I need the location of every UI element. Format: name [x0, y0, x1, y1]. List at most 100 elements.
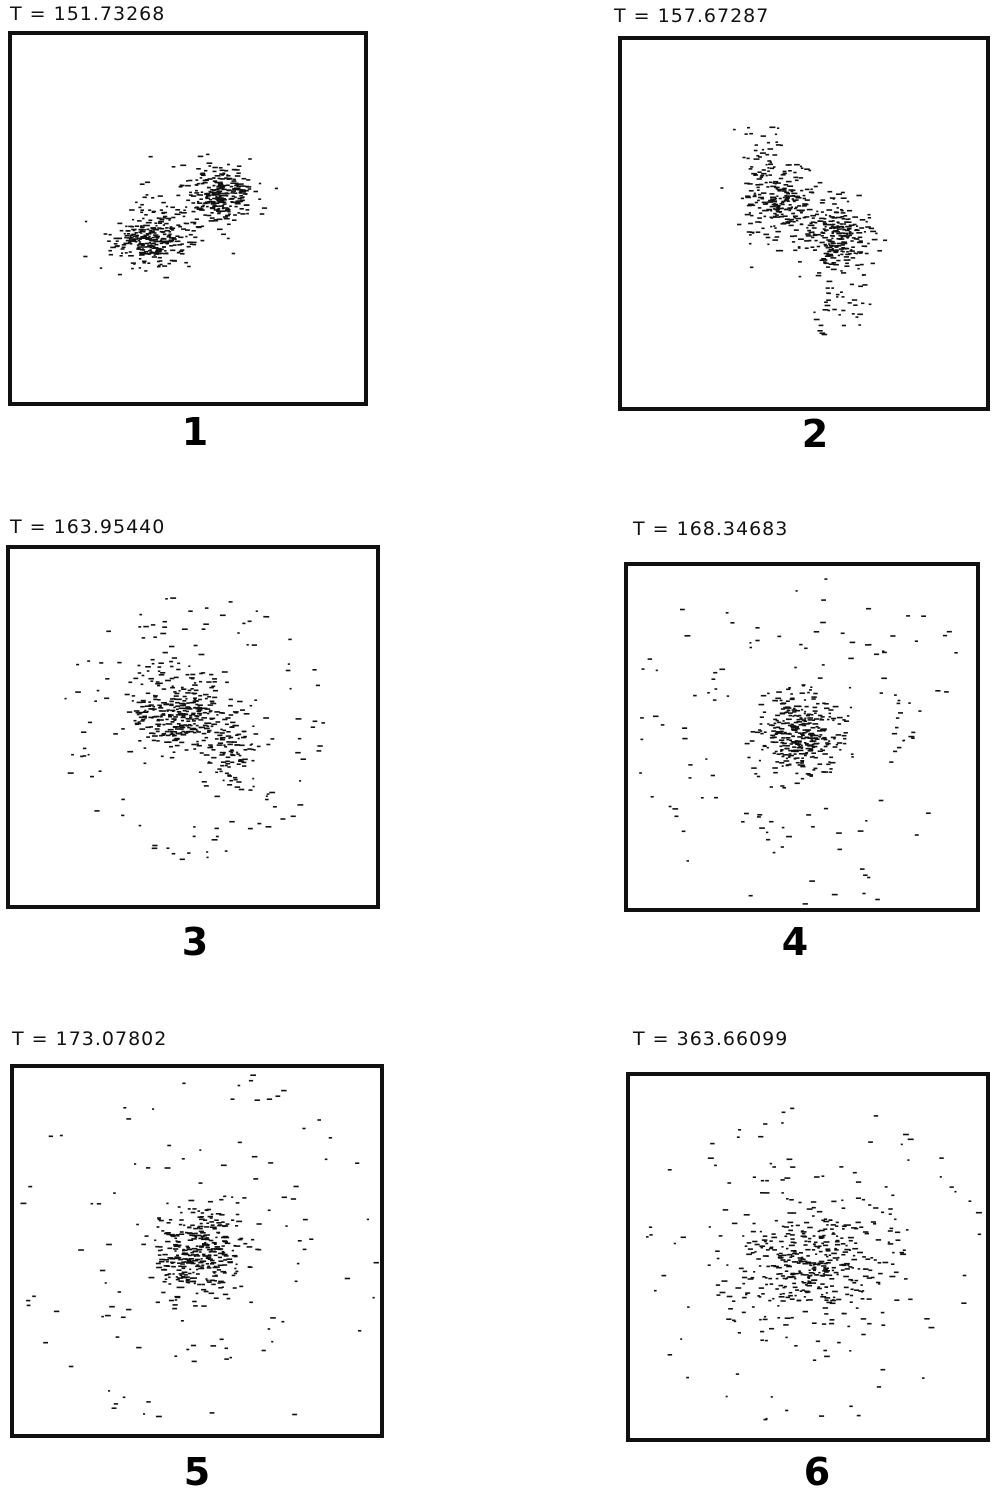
particle — [713, 672, 717, 674]
particle — [783, 173, 787, 175]
particle — [854, 230, 860, 232]
particle — [824, 244, 828, 246]
particle — [829, 713, 832, 715]
particle — [770, 226, 772, 228]
particle — [202, 733, 207, 735]
particle — [229, 601, 233, 603]
particle — [249, 789, 253, 791]
particle — [820, 242, 823, 244]
particle — [109, 1306, 115, 1308]
particle — [767, 693, 770, 695]
particle — [764, 731, 767, 733]
particle — [183, 210, 186, 212]
particle — [775, 214, 779, 216]
time-label: T = 151.73268 — [9, 3, 165, 25]
particle — [759, 704, 765, 706]
particle — [210, 212, 213, 214]
particle — [782, 787, 786, 789]
particle — [792, 241, 795, 243]
particle — [177, 711, 181, 713]
particle — [230, 198, 235, 200]
particle — [235, 206, 238, 208]
particle — [228, 744, 233, 746]
particle — [118, 274, 122, 276]
particle — [865, 820, 867, 822]
particle — [163, 1281, 167, 1283]
particle — [792, 198, 794, 200]
particle — [754, 150, 758, 152]
particle — [858, 830, 864, 832]
particle — [146, 693, 151, 695]
particle — [241, 737, 246, 739]
particle — [140, 212, 143, 214]
particle — [216, 1213, 222, 1215]
particle — [121, 248, 125, 250]
particle — [122, 247, 126, 249]
particle — [147, 262, 150, 264]
particle — [785, 737, 790, 739]
particle — [196, 179, 199, 181]
particle — [787, 1259, 790, 1261]
particle — [856, 1307, 859, 1309]
particle — [230, 752, 233, 754]
particle — [862, 893, 865, 895]
particle — [217, 744, 223, 746]
particle — [784, 1226, 789, 1228]
particle — [183, 710, 187, 712]
particle — [760, 177, 763, 179]
particle — [763, 1123, 767, 1125]
particle — [826, 1262, 831, 1264]
particle — [785, 706, 790, 708]
particle — [924, 1318, 929, 1320]
particle — [753, 194, 756, 196]
particle — [194, 1283, 196, 1285]
particle — [149, 249, 152, 251]
particle — [248, 621, 252, 623]
particle — [737, 1136, 740, 1138]
particle — [815, 214, 819, 216]
particle — [874, 654, 879, 656]
particle — [837, 207, 840, 209]
particle — [732, 1320, 735, 1322]
particle — [765, 1243, 768, 1245]
particle — [770, 193, 775, 195]
particle — [223, 216, 228, 218]
particle — [900, 1254, 906, 1256]
particle — [777, 1254, 780, 1256]
particle — [762, 1276, 765, 1278]
particle — [157, 699, 160, 701]
particle — [180, 1287, 185, 1289]
time-label: T = 173.07802 — [11, 1028, 167, 1050]
particle — [826, 1224, 828, 1226]
particle — [202, 740, 206, 742]
particle — [778, 1257, 783, 1259]
particle — [249, 1080, 253, 1082]
particle — [779, 1253, 783, 1255]
particle — [124, 237, 126, 239]
particle — [803, 195, 806, 197]
particle — [784, 732, 787, 734]
particle — [225, 1225, 228, 1227]
particle — [768, 1278, 772, 1280]
particle — [817, 330, 822, 332]
particle — [203, 214, 207, 216]
particle — [192, 1281, 196, 1283]
particle — [325, 1159, 328, 1161]
particle — [266, 795, 268, 797]
particle — [841, 212, 846, 214]
particle — [181, 720, 184, 722]
particle — [804, 1241, 807, 1243]
particle — [60, 1135, 63, 1137]
particle — [793, 708, 796, 710]
particle — [83, 755, 87, 757]
particle — [844, 265, 849, 267]
particle — [225, 765, 228, 767]
particle — [116, 1336, 120, 1338]
particle — [212, 1228, 216, 1230]
particle — [803, 729, 806, 731]
particle — [784, 760, 790, 762]
particle — [168, 716, 172, 718]
particle — [812, 1249, 815, 1251]
particle — [809, 191, 814, 193]
particle — [759, 1265, 761, 1267]
